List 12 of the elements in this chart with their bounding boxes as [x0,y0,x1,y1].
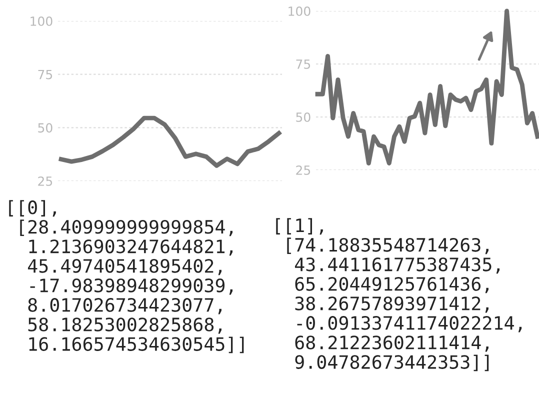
y-tick-label: 50 [38,123,52,133]
line-series [315,8,539,166]
y-tick-label: 75 [38,70,52,80]
y-tick-label: 25 [38,176,52,186]
y-tick-label: 25 [296,165,310,175]
y-tick-label: 100 [30,16,52,26]
y-tick-label: 50 [296,112,310,122]
text: [[0], [28.409999999999854, 1.2136903247644821, 45.49740541895402, -17.98398948299039, 8.017026734423077, 58.18253002825868, 16.166574534630545]] [9,200,244,354]
text: [[1], [74.18835548714263, 43.441161775387435, 65.20449125761436, 38.26757893971412, -0.09133741174022214, 68.21223602111414, 9.04782673442353]] [276,218,522,372]
y-tick-label: 100 [288,6,310,16]
y-tick-label: 75 [296,60,310,69]
line-series [58,116,282,168]
